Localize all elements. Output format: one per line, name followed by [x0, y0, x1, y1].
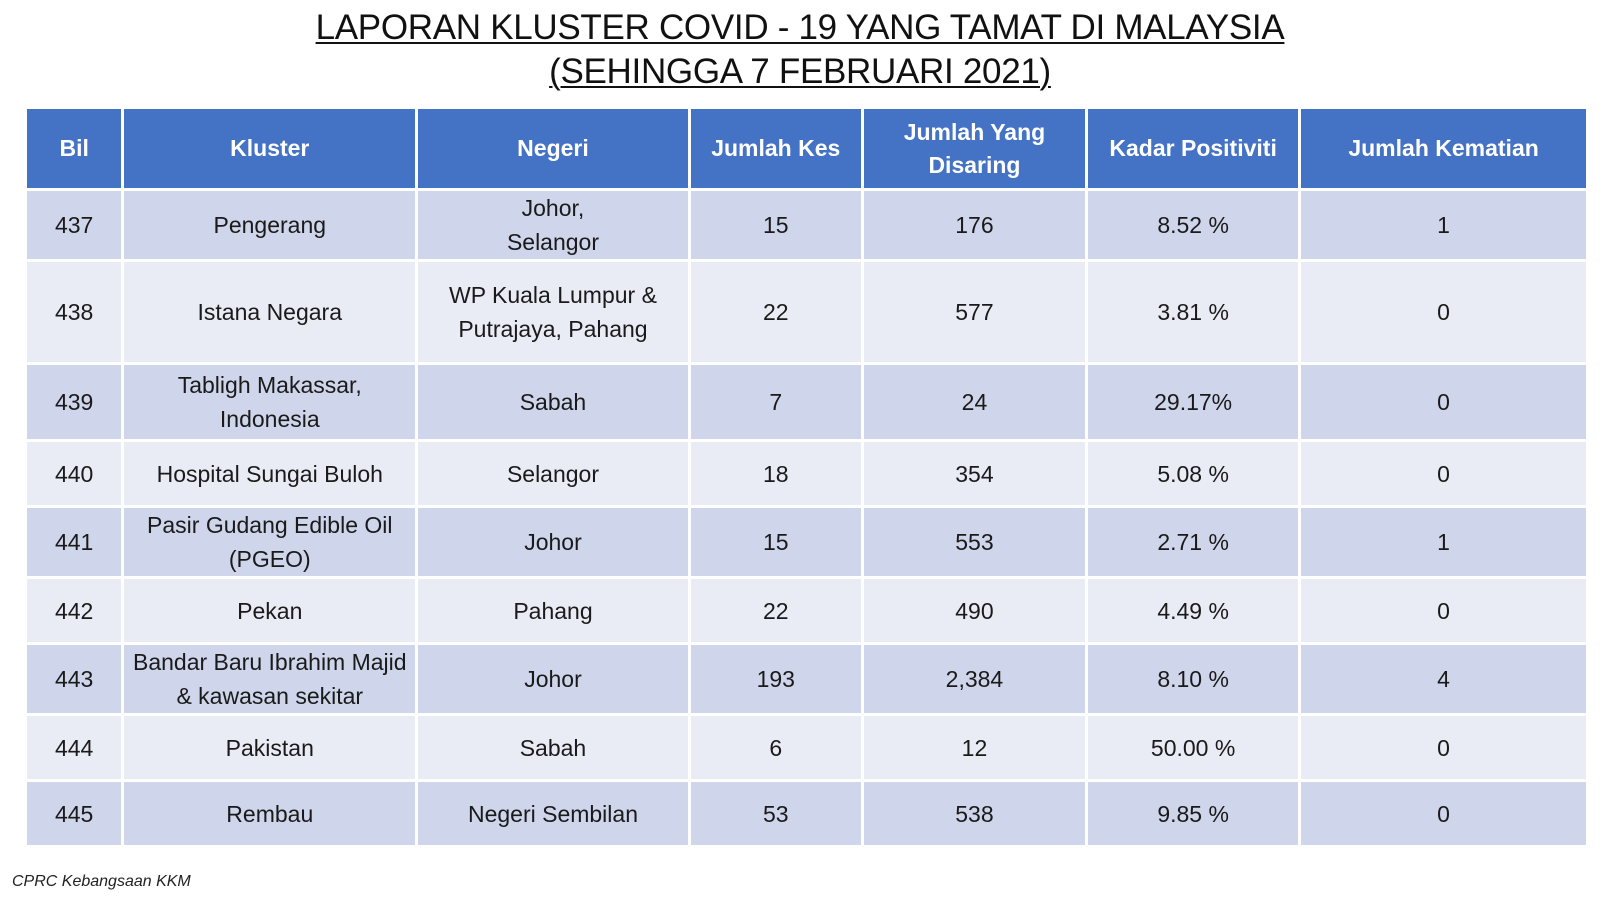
cell-bil: 442: [23, 576, 125, 645]
table-row: 443 Bandar Baru Ibrahim Majid & kawasan …: [23, 642, 1589, 716]
cell-jumlah-disaring: 2,384: [860, 642, 1089, 716]
cell-kadar-positiviti: 4.49 %: [1085, 576, 1302, 645]
cell-jumlah-disaring: 354: [860, 439, 1089, 508]
cell-kluster: Hospital Sungai Buloh: [121, 439, 419, 508]
cluster-table: Bil Kluster Negeri Jumlah Kes Jumlah Yan…: [23, 106, 1589, 848]
cell-jumlah-kematian: 0: [1298, 362, 1589, 442]
table-row: 441 Pasir Gudang Edible Oil (PGEO) Johor…: [23, 505, 1589, 579]
table-row: 438 Istana Negara WP Kuala Lumpur & Putr…: [23, 259, 1589, 365]
cell-jumlah-disaring: 577: [860, 259, 1089, 365]
cell-negeri: Negeri Sembilan: [415, 779, 691, 848]
cell-negeri: Johor: [415, 505, 691, 579]
cell-jumlah-kematian: 0: [1298, 576, 1589, 645]
header-jumlah-kes: Jumlah Kes: [687, 106, 864, 191]
cell-negeri: Johor, Selangor: [415, 188, 691, 262]
cell-kluster: Rembau: [121, 779, 419, 848]
cell-jumlah-kes: 7: [687, 362, 864, 442]
report-title: LAPORAN KLUSTER COVID - 19 YANG TAMAT DI…: [0, 6, 1600, 94]
source-footer: CPRC Kebangsaan KKM: [12, 873, 191, 890]
cell-kluster: Istana Negara: [121, 259, 419, 365]
cell-jumlah-kematian: 0: [1298, 439, 1589, 508]
cell-negeri: Sabah: [415, 362, 691, 442]
cell-bil: 445: [23, 779, 125, 848]
cell-kadar-positiviti: 3.81 %: [1085, 259, 1302, 365]
cell-bil: 443: [23, 642, 125, 716]
cell-jumlah-kes: 15: [687, 505, 864, 579]
cell-kadar-positiviti: 50.00 %: [1085, 713, 1302, 782]
cell-jumlah-kematian: 0: [1298, 259, 1589, 365]
table-row: 444 Pakistan Sabah 6 12 50.00 % 0: [23, 713, 1589, 782]
cell-jumlah-kes: 15: [687, 188, 864, 262]
cell-jumlah-kes: 6: [687, 713, 864, 782]
cell-kluster: Bandar Baru Ibrahim Majid & kawasan seki…: [121, 642, 419, 716]
header-jumlah-disaring: Jumlah Yang Disaring: [860, 106, 1089, 191]
header-jumlah-kematian: Jumlah Kematian: [1298, 106, 1589, 191]
cell-jumlah-kes: 18: [687, 439, 864, 508]
header-negeri: Negeri: [415, 106, 691, 191]
cell-kadar-positiviti: 5.08 %: [1085, 439, 1302, 508]
cell-kadar-positiviti: 29.17%: [1085, 362, 1302, 442]
table-row: 439 Tabligh Makassar, Indonesia Sabah 7 …: [23, 362, 1589, 442]
cell-jumlah-disaring: 176: [860, 188, 1089, 262]
cell-kadar-positiviti: 2.71 %: [1085, 505, 1302, 579]
cell-negeri: Selangor: [415, 439, 691, 508]
cell-jumlah-disaring: 538: [860, 779, 1089, 848]
cell-jumlah-disaring: 553: [860, 505, 1089, 579]
cell-negeri: Johor: [415, 642, 691, 716]
cell-bil: 440: [23, 439, 125, 508]
table-row: 445 Rembau Negeri Sembilan 53 538 9.85 %…: [23, 779, 1589, 848]
cell-jumlah-kematian: 4: [1298, 642, 1589, 716]
title-line-1: LAPORAN KLUSTER COVID - 19 YANG TAMAT DI…: [315, 8, 1285, 47]
header-bil: Bil: [23, 106, 125, 191]
header-kadar-positiviti: Kadar Positiviti: [1085, 106, 1302, 191]
table-row: 440 Hospital Sungai Buloh Selangor 18 35…: [23, 439, 1589, 508]
cell-jumlah-kes: 22: [687, 259, 864, 365]
cell-kadar-positiviti: 8.10 %: [1085, 642, 1302, 716]
table-row: 437 Pengerang Johor, Selangor 15 176 8.5…: [23, 188, 1589, 262]
cell-jumlah-kes: 53: [687, 779, 864, 848]
cell-jumlah-kematian: 1: [1298, 188, 1589, 262]
header-kluster: Kluster: [121, 106, 419, 191]
cell-jumlah-kematian: 1: [1298, 505, 1589, 579]
cell-jumlah-kematian: 0: [1298, 713, 1589, 782]
cell-jumlah-disaring: 12: [860, 713, 1089, 782]
cell-negeri: WP Kuala Lumpur & Putrajaya, Pahang: [415, 259, 691, 365]
cell-bil: 444: [23, 713, 125, 782]
cell-kluster: Pekan: [121, 576, 419, 645]
cell-kadar-positiviti: 8.52 %: [1085, 188, 1302, 262]
cell-kluster: Tabligh Makassar, Indonesia: [121, 362, 419, 442]
cell-kluster: Pakistan: [121, 713, 419, 782]
table-row: 442 Pekan Pahang 22 490 4.49 % 0: [23, 576, 1589, 645]
cell-kadar-positiviti: 9.85 %: [1085, 779, 1302, 848]
cell-jumlah-kematian: 0: [1298, 779, 1589, 848]
cell-negeri: Sabah: [415, 713, 691, 782]
cell-kluster: Pengerang: [121, 188, 419, 262]
cell-bil: 438: [23, 259, 125, 365]
title-line-2: (SEHINGGA 7 FEBRUARI 2021): [549, 52, 1051, 91]
table-header-row: Bil Kluster Negeri Jumlah Kes Jumlah Yan…: [23, 106, 1589, 191]
cell-bil: 439: [23, 362, 125, 442]
cell-kluster: Pasir Gudang Edible Oil (PGEO): [121, 505, 419, 579]
cell-jumlah-kes: 22: [687, 576, 864, 645]
cell-bil: 441: [23, 505, 125, 579]
cell-bil: 437: [23, 188, 125, 262]
cell-jumlah-kes: 193: [687, 642, 864, 716]
cell-jumlah-disaring: 24: [860, 362, 1089, 442]
cell-jumlah-disaring: 490: [860, 576, 1089, 645]
cell-negeri: Pahang: [415, 576, 691, 645]
